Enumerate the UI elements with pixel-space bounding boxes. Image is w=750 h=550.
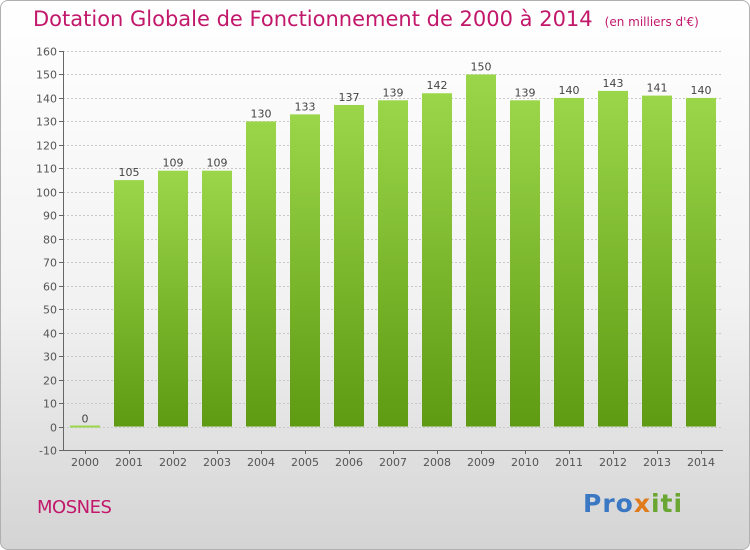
y-tick-label: 120 (36, 140, 57, 153)
x-tick-label: 2009 (467, 456, 495, 469)
chart-title: Dotation Globale de Fonctionnement de 20… (33, 7, 699, 31)
bar (466, 74, 496, 427)
bar-value-label: 140 (691, 84, 712, 97)
y-tick-label: 160 (36, 46, 57, 59)
y-tick-label: 50 (43, 304, 57, 317)
bar (114, 180, 144, 427)
x-tick-label: 2013 (643, 456, 671, 469)
bars (70, 74, 716, 428)
y-tick-label: 60 (43, 281, 57, 294)
logo-part-2: x (633, 489, 651, 518)
bar (290, 114, 320, 427)
chart-subtitle: (en milliers d'€) (604, 15, 699, 29)
x-tick-labels: 2000 2001 2002 2003 2004 2005 2006 2007 2008 2009… (71, 456, 715, 469)
x-tick-label: 2011 (555, 456, 583, 469)
x-tick-label: 2004 (247, 456, 275, 469)
bar (378, 100, 408, 427)
bar-value-label: 142 (427, 79, 448, 92)
bar (334, 104, 364, 427)
bar (598, 90, 628, 427)
x-tick-label: 2006 (335, 456, 363, 469)
axes (59, 51, 723, 454)
logo-part-3: iti (650, 489, 684, 518)
chart-title-main: Dotation Globale de Fonctionnement de 20… (33, 7, 593, 31)
bar-value-label: 109 (163, 157, 184, 170)
bar-value-label: 139 (515, 86, 536, 99)
x-tick-label: 2003 (203, 456, 231, 469)
y-tick-label: 70 (43, 257, 57, 270)
bar-value-label: 133 (295, 100, 316, 113)
x-tick-label: 2007 (379, 456, 407, 469)
y-tick-label: 40 (43, 328, 57, 341)
bar (510, 100, 540, 427)
x-tick-label: 2008 (423, 456, 451, 469)
bar (642, 95, 672, 427)
y-tick-label: 140 (36, 93, 57, 106)
data-labels: 0 105 109 109 130 133 137 139 142 150 139 140 143 141… (82, 60, 712, 425)
bar-value-label: 143 (603, 77, 624, 90)
y-tick-label: 90 (43, 210, 57, 223)
x-tick-label: 2012 (599, 456, 627, 469)
bar-value-label: 105 (119, 166, 140, 179)
x-tick-label: 2005 (291, 456, 319, 469)
y-tick-label: 20 (43, 375, 57, 388)
bar-value-label: 150 (471, 60, 492, 73)
proxiti-logo: Proxiti (583, 489, 683, 518)
y-tick-label: 10 (43, 398, 57, 411)
bar-value-label: 141 (647, 82, 668, 95)
bar (158, 170, 188, 427)
bar-value-label: 109 (207, 157, 228, 170)
y-tick-label: 80 (43, 234, 57, 247)
y-tick-label: 0 (50, 422, 57, 435)
logo-part-1: Pro (583, 489, 634, 518)
x-tick-label: 2002 (159, 456, 187, 469)
bar (70, 425, 100, 428)
y-tick-label: 100 (36, 187, 57, 200)
x-tick-label: 2000 (71, 456, 99, 469)
bar-value-label: 0 (82, 413, 89, 426)
y-tick-label: 30 (43, 351, 57, 364)
y-tick-labels: -10 0 10 20 30 40 50 60 70 80 90 100 110 120 130 140 150… (36, 46, 57, 458)
y-tick-label: 150 (36, 69, 57, 82)
y-tick-label: -10 (39, 445, 57, 458)
commune-name: MOSNES (37, 497, 112, 518)
x-tick-label: 2010 (511, 456, 539, 469)
y-tick-label: 130 (36, 116, 57, 129)
x-tick-label: 2014 (687, 456, 715, 469)
bar (202, 170, 232, 427)
y-tick-label: 110 (36, 163, 57, 176)
bar-value-label: 137 (339, 91, 360, 104)
bar (422, 93, 452, 427)
bar (686, 97, 716, 427)
bar (246, 121, 276, 427)
x-tick-label: 2001 (115, 456, 143, 469)
bar-value-label: 139 (383, 86, 404, 99)
bar-value-label: 130 (251, 107, 272, 120)
bar (554, 97, 584, 427)
bar-value-label: 140 (559, 84, 580, 97)
